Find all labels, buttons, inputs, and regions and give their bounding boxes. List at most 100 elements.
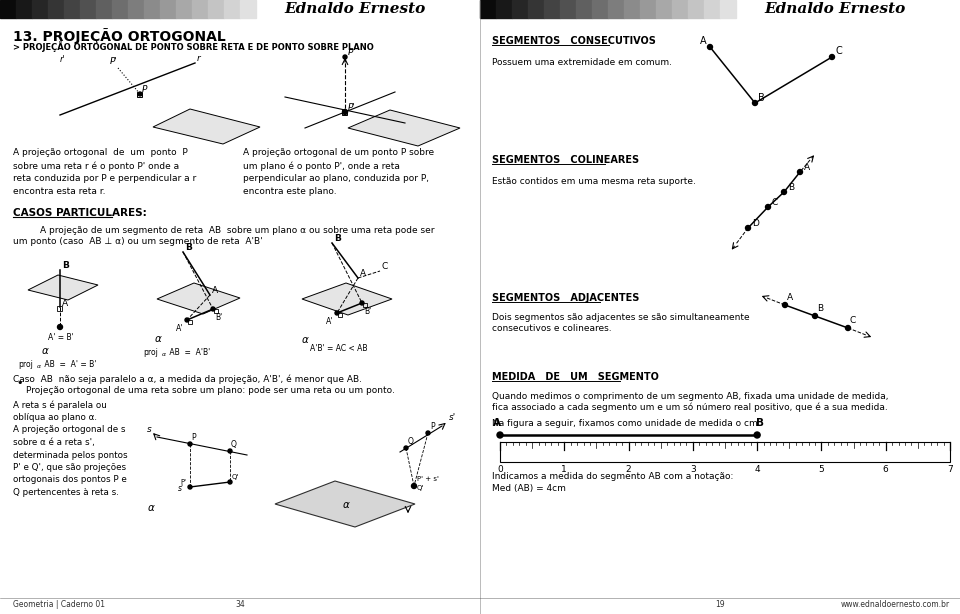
Text: CASOS PARTICULARES:: CASOS PARTICULARES: [13,208,147,218]
Bar [704,0,720,18]
Polygon shape [153,109,260,144]
Text: fica associado a cada segmento um e um só número real positivo, que é a sua medi: fica associado a cada segmento um e um s… [492,403,888,413]
Bar [640,0,656,18]
Text: C: C [836,46,843,56]
Bar [500,442,950,462]
Circle shape [188,442,192,446]
Bar [137,92,142,97]
Circle shape [412,483,417,489]
Circle shape [782,303,787,308]
Bar [576,0,592,18]
Circle shape [360,301,364,305]
Bar [720,0,736,18]
Text: α: α [37,364,41,369]
Circle shape [343,109,348,114]
Bar [144,0,160,18]
Text: SEGMENTOS   ADJACENTES: SEGMENTOS ADJACENTES [492,293,639,303]
Circle shape [781,190,786,195]
Circle shape [746,225,751,230]
Bar [688,0,704,18]
Bar [16,0,32,18]
Bar [32,0,48,18]
Polygon shape [157,283,240,314]
Polygon shape [28,275,98,300]
Text: Estão contidos em uma mesma reta suporte.: Estão contidos em uma mesma reta suporte… [492,177,696,186]
Text: Geometria | Caderno 01: Geometria | Caderno 01 [13,600,105,609]
Circle shape [404,446,408,450]
Circle shape [335,311,339,315]
Text: 2: 2 [626,465,632,474]
Text: Caso  AB  não seja paralelo a α, a medida da projeção, A'B', é menor que AB.: Caso AB não seja paralelo a α, a medida … [13,374,362,384]
Text: r: r [197,54,201,63]
Bar [512,0,528,18]
Text: α: α [148,503,155,513]
Circle shape [426,431,430,435]
Text: α: α [162,352,166,357]
Text: MEDIDA   DE   UM   SEGMENTO: MEDIDA DE UM SEGMENTO [492,372,659,382]
Bar [672,0,688,18]
Text: Q: Q [408,437,414,446]
Text: A: A [212,286,218,295]
Bar [656,0,672,18]
Text: Possuem uma extremidade em comum.: Possuem uma extremidade em comum. [492,58,672,67]
Text: α: α [42,346,49,356]
Bar [363,303,367,307]
Text: AB  =  A'B': AB = A'B' [167,348,210,357]
Circle shape [228,449,232,453]
Text: P: P [430,422,435,431]
Polygon shape [302,283,392,315]
Bar [208,0,224,18]
Text: B: B [758,93,765,103]
Text: B: B [788,183,794,192]
Polygon shape [275,481,415,527]
Text: •: • [16,378,22,388]
Circle shape [846,325,851,330]
Text: P: P [348,48,353,57]
Bar [240,0,256,18]
Text: A reta s é paralela ou
oblíqua ao plano α.
A projeção ortogonal de s
sobre α é a: A reta s é paralela ou oblíqua ao plano … [13,400,128,497]
Text: 4: 4 [755,465,760,474]
Text: A'B' = AC < AB: A'B' = AC < AB [310,344,368,353]
Circle shape [58,325,62,330]
Text: B: B [62,261,69,270]
Circle shape [753,101,757,106]
Circle shape [211,307,215,311]
Text: Indicamos a medida do segmento AB com a notação:: Indicamos a medida do segmento AB com a … [492,472,733,481]
Polygon shape [348,110,460,146]
Text: P': P' [180,479,186,485]
Text: A: A [804,163,810,172]
Bar [57,306,62,311]
Circle shape [138,92,142,96]
Text: α: α [155,334,162,344]
Text: 13. PROJEÇÃO ORTOGONAL: 13. PROJEÇÃO ORTOGONAL [13,28,226,44]
Bar [176,0,192,18]
Text: A: A [493,418,501,428]
Text: B': B' [215,313,223,322]
Circle shape [829,55,834,60]
Text: P': P' [110,57,118,66]
Text: P: P [142,85,148,94]
Text: A: A [787,293,793,302]
Text: A: A [700,36,707,46]
Text: A: A [360,269,366,278]
Text: r': r' [60,55,65,64]
Text: Med (AB) = 4cm: Med (AB) = 4cm [492,484,565,493]
Text: α: α [343,500,349,510]
Text: SEGMENTOS   CONSECUTIVOS: SEGMENTOS CONSECUTIVOS [492,36,656,46]
Text: A': A' [176,324,183,333]
Text: proj: proj [143,348,157,357]
Text: B: B [756,418,764,428]
Bar [338,313,342,317]
Text: 6: 6 [883,465,889,474]
Text: 7: 7 [948,465,953,474]
Bar [64,0,80,18]
Text: A: A [62,299,68,308]
Text: 34: 34 [235,600,245,609]
Text: consecutivos e colineares.: consecutivos e colineares. [492,324,612,333]
Bar [528,0,544,18]
Text: P': P' [348,103,356,112]
Bar [112,0,128,18]
Text: Ednaldo Ernesto: Ednaldo Ernesto [284,2,425,16]
Text: P' + s': P' + s' [417,476,439,482]
Bar [80,0,96,18]
